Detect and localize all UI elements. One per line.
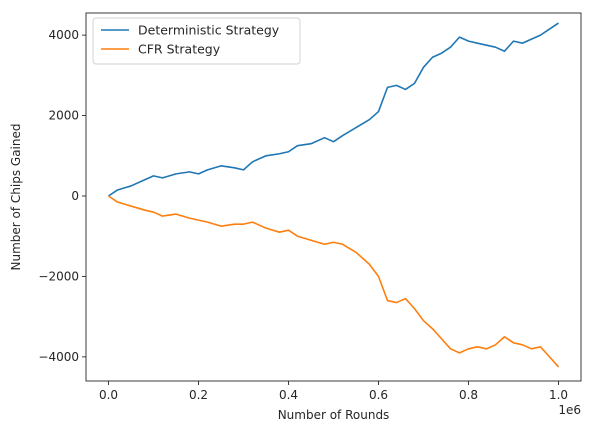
- x-tick-label: 0.8: [459, 388, 478, 402]
- plot-frame: [85, 12, 582, 382]
- x-tick-label: 0.6: [369, 388, 388, 402]
- x-tick-label: 0.2: [189, 388, 208, 402]
- y-tick-label: 4000: [48, 28, 79, 42]
- x-axis-label: Number of Rounds: [278, 408, 390, 422]
- series-layer: [108, 22, 560, 368]
- y-tick-label: −2000: [38, 269, 79, 283]
- x-tick-label: 1.0: [549, 388, 568, 402]
- x-tick-label: 0.4: [279, 388, 298, 402]
- plot-area: [86, 13, 581, 381]
- y-axis-label: Number of Chips Gained: [9, 124, 23, 271]
- y-tick-label: 2000: [48, 109, 79, 123]
- series-line-cfr: [108, 195, 560, 368]
- series-line-deterministic: [108, 22, 559, 197]
- y-tick-label: 0: [71, 189, 79, 203]
- legend-label-deterministic: Deterministic Strategy: [138, 23, 280, 38]
- x-axis-offset-text: 1e6: [558, 403, 581, 417]
- y-tick-label: −4000: [38, 350, 79, 364]
- x-axis: 0.0 0.2 0.4 0.6 0.8 1.0: [99, 381, 568, 402]
- legend-label-cfr: CFR Strategy: [138, 42, 221, 57]
- y-axis: −4000 −2000 0 2000 4000: [38, 28, 86, 364]
- legend: Deterministic Strategy CFR Strategy: [92, 17, 301, 65]
- x-tick-label: 0.0: [99, 388, 118, 402]
- legend-box: [92, 17, 301, 65]
